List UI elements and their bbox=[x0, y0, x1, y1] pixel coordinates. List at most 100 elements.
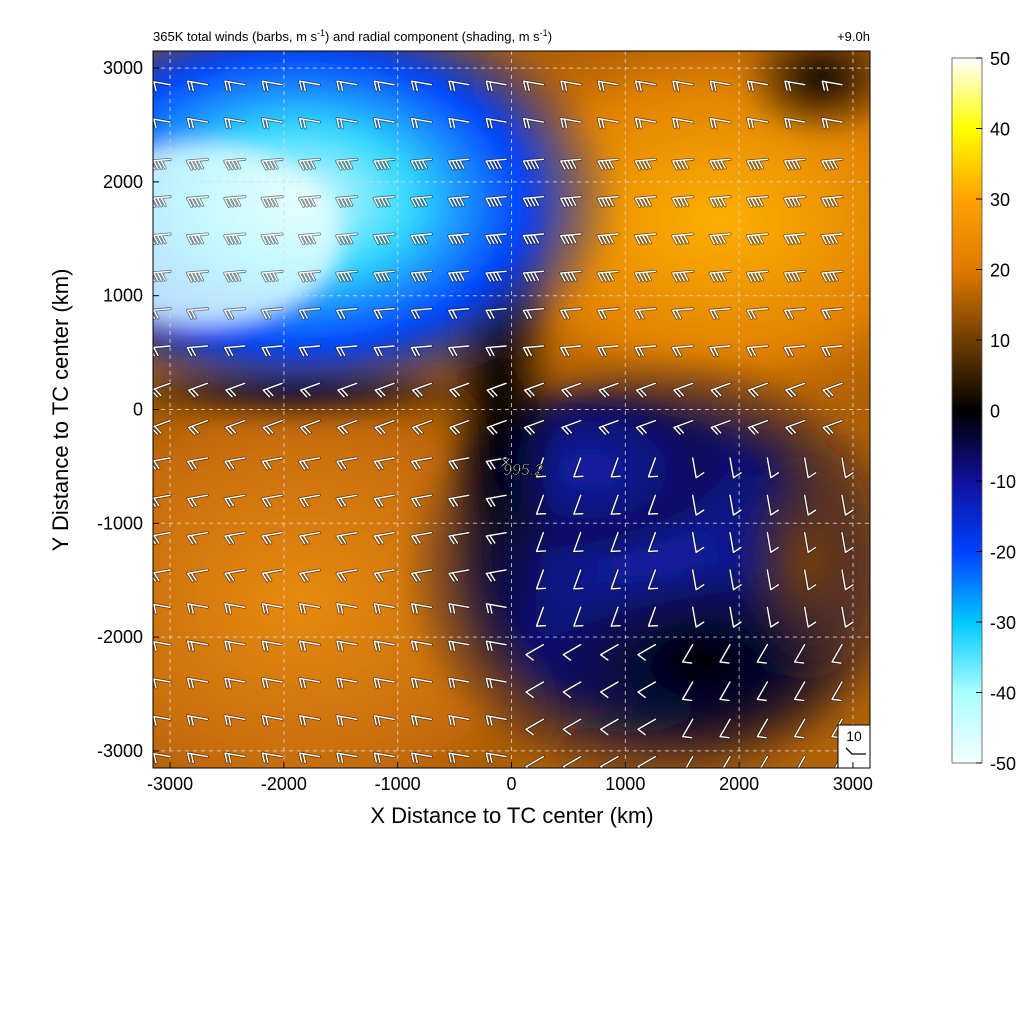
wind-barb bbox=[522, 79, 545, 93]
wind-barb bbox=[372, 602, 396, 615]
colorbar-tick-label: 30 bbox=[990, 190, 1010, 210]
wind-barb bbox=[671, 79, 695, 93]
wind-barb bbox=[609, 531, 622, 553]
colorbar-tick-label: 10 bbox=[990, 331, 1010, 351]
wind-barb bbox=[484, 639, 508, 653]
wind-barb bbox=[223, 344, 247, 358]
wind-barb bbox=[759, 755, 769, 768]
wind-barb bbox=[447, 307, 471, 320]
wind-barb bbox=[728, 568, 743, 592]
wind-barb bbox=[335, 232, 359, 246]
wind-barb bbox=[261, 381, 284, 399]
wind-barb bbox=[335, 79, 359, 93]
wind-barb bbox=[153, 80, 172, 93]
wind-barb bbox=[186, 639, 209, 653]
y-tick-label: 0 bbox=[133, 400, 143, 420]
wind-barb bbox=[372, 676, 396, 690]
wind-barb bbox=[535, 605, 548, 628]
wind-barb bbox=[372, 195, 396, 208]
wind-barb bbox=[260, 602, 284, 615]
wind-barb bbox=[793, 643, 807, 665]
wind-barb bbox=[684, 755, 695, 768]
x-tick-label: 1000 bbox=[605, 774, 645, 794]
wind-barb bbox=[335, 714, 359, 727]
wind-barb bbox=[559, 232, 583, 246]
wind-barb bbox=[447, 602, 471, 615]
wind-barb bbox=[260, 79, 284, 93]
wind-barb bbox=[298, 676, 321, 690]
wind-barb bbox=[709, 419, 732, 436]
wind-barb bbox=[335, 639, 359, 653]
wind-barb bbox=[647, 531, 660, 553]
wind-barb bbox=[599, 680, 620, 699]
wind-barb bbox=[153, 752, 172, 765]
wind-barb bbox=[671, 344, 695, 358]
wind-barb bbox=[821, 419, 844, 436]
wind-barb bbox=[718, 643, 732, 665]
wind-barb bbox=[410, 751, 433, 765]
wind-barb bbox=[691, 531, 706, 554]
wind-barb bbox=[484, 307, 508, 320]
wind-barb bbox=[803, 493, 818, 517]
wind-barb bbox=[372, 714, 396, 727]
colorbar-ticks: 50 40 30 20 10 0 -10 -20 -30 -40 -50 bbox=[976, 49, 1016, 774]
wind-barb bbox=[840, 605, 855, 629]
wind-barb bbox=[335, 269, 359, 283]
wind-barb bbox=[261, 419, 284, 436]
wind-barb bbox=[335, 676, 359, 690]
x-tick-label: 3000 bbox=[833, 774, 873, 794]
wind-barb bbox=[745, 307, 769, 320]
wind-barb bbox=[223, 602, 247, 615]
wind-barb bbox=[521, 344, 545, 358]
wind-barb bbox=[634, 79, 657, 93]
wind-barb bbox=[298, 602, 321, 615]
wind-barb bbox=[153, 269, 172, 283]
wind-barb bbox=[783, 195, 807, 208]
wind-barb bbox=[708, 195, 732, 208]
wind-barb bbox=[185, 195, 209, 208]
wind-barb bbox=[153, 531, 172, 546]
wind-barb bbox=[596, 269, 620, 283]
wind-barb bbox=[633, 307, 657, 320]
wind-barb bbox=[260, 676, 284, 690]
wind-barb bbox=[728, 605, 743, 629]
wind-barb bbox=[335, 157, 359, 171]
wind-barb bbox=[521, 232, 545, 246]
wind-barb bbox=[820, 117, 844, 130]
wind-barb bbox=[335, 531, 359, 546]
wind-barb bbox=[335, 117, 359, 130]
wind-barb bbox=[691, 568, 706, 592]
wind-barb bbox=[298, 714, 321, 727]
wind-barb bbox=[559, 307, 583, 320]
wind-barb bbox=[636, 680, 657, 699]
wind-barb bbox=[535, 531, 548, 553]
wind-barb bbox=[186, 602, 209, 615]
wind-barb bbox=[746, 117, 769, 130]
wind-barb bbox=[297, 269, 321, 283]
wind-barb bbox=[298, 751, 321, 765]
wind-barb bbox=[335, 751, 359, 765]
wind-barb bbox=[335, 195, 359, 208]
wind-barb bbox=[298, 79, 321, 93]
wind-barb bbox=[484, 751, 508, 765]
wind-barb bbox=[747, 419, 769, 436]
wind-barb bbox=[298, 568, 321, 583]
wind-barb bbox=[521, 269, 545, 283]
wind-barb bbox=[153, 195, 172, 208]
wind-barb bbox=[372, 456, 396, 471]
wind-barb bbox=[297, 232, 321, 246]
wind-barb bbox=[708, 232, 732, 246]
wind-barb bbox=[572, 531, 585, 553]
wind-barb bbox=[260, 531, 284, 546]
wind-barb bbox=[633, 269, 657, 283]
colorbar-tick-label: 20 bbox=[990, 261, 1010, 281]
wind-barb bbox=[484, 117, 508, 130]
wind-barb bbox=[372, 568, 396, 583]
reference-barb-label: 10 bbox=[846, 728, 862, 744]
wind-barb bbox=[599, 643, 620, 662]
x-axis: -3000 -2000 -1000 0 1000 2000 3000 bbox=[147, 762, 873, 794]
wind-barb bbox=[372, 232, 396, 246]
wind-barb bbox=[484, 676, 508, 690]
wind-barb bbox=[447, 195, 471, 208]
